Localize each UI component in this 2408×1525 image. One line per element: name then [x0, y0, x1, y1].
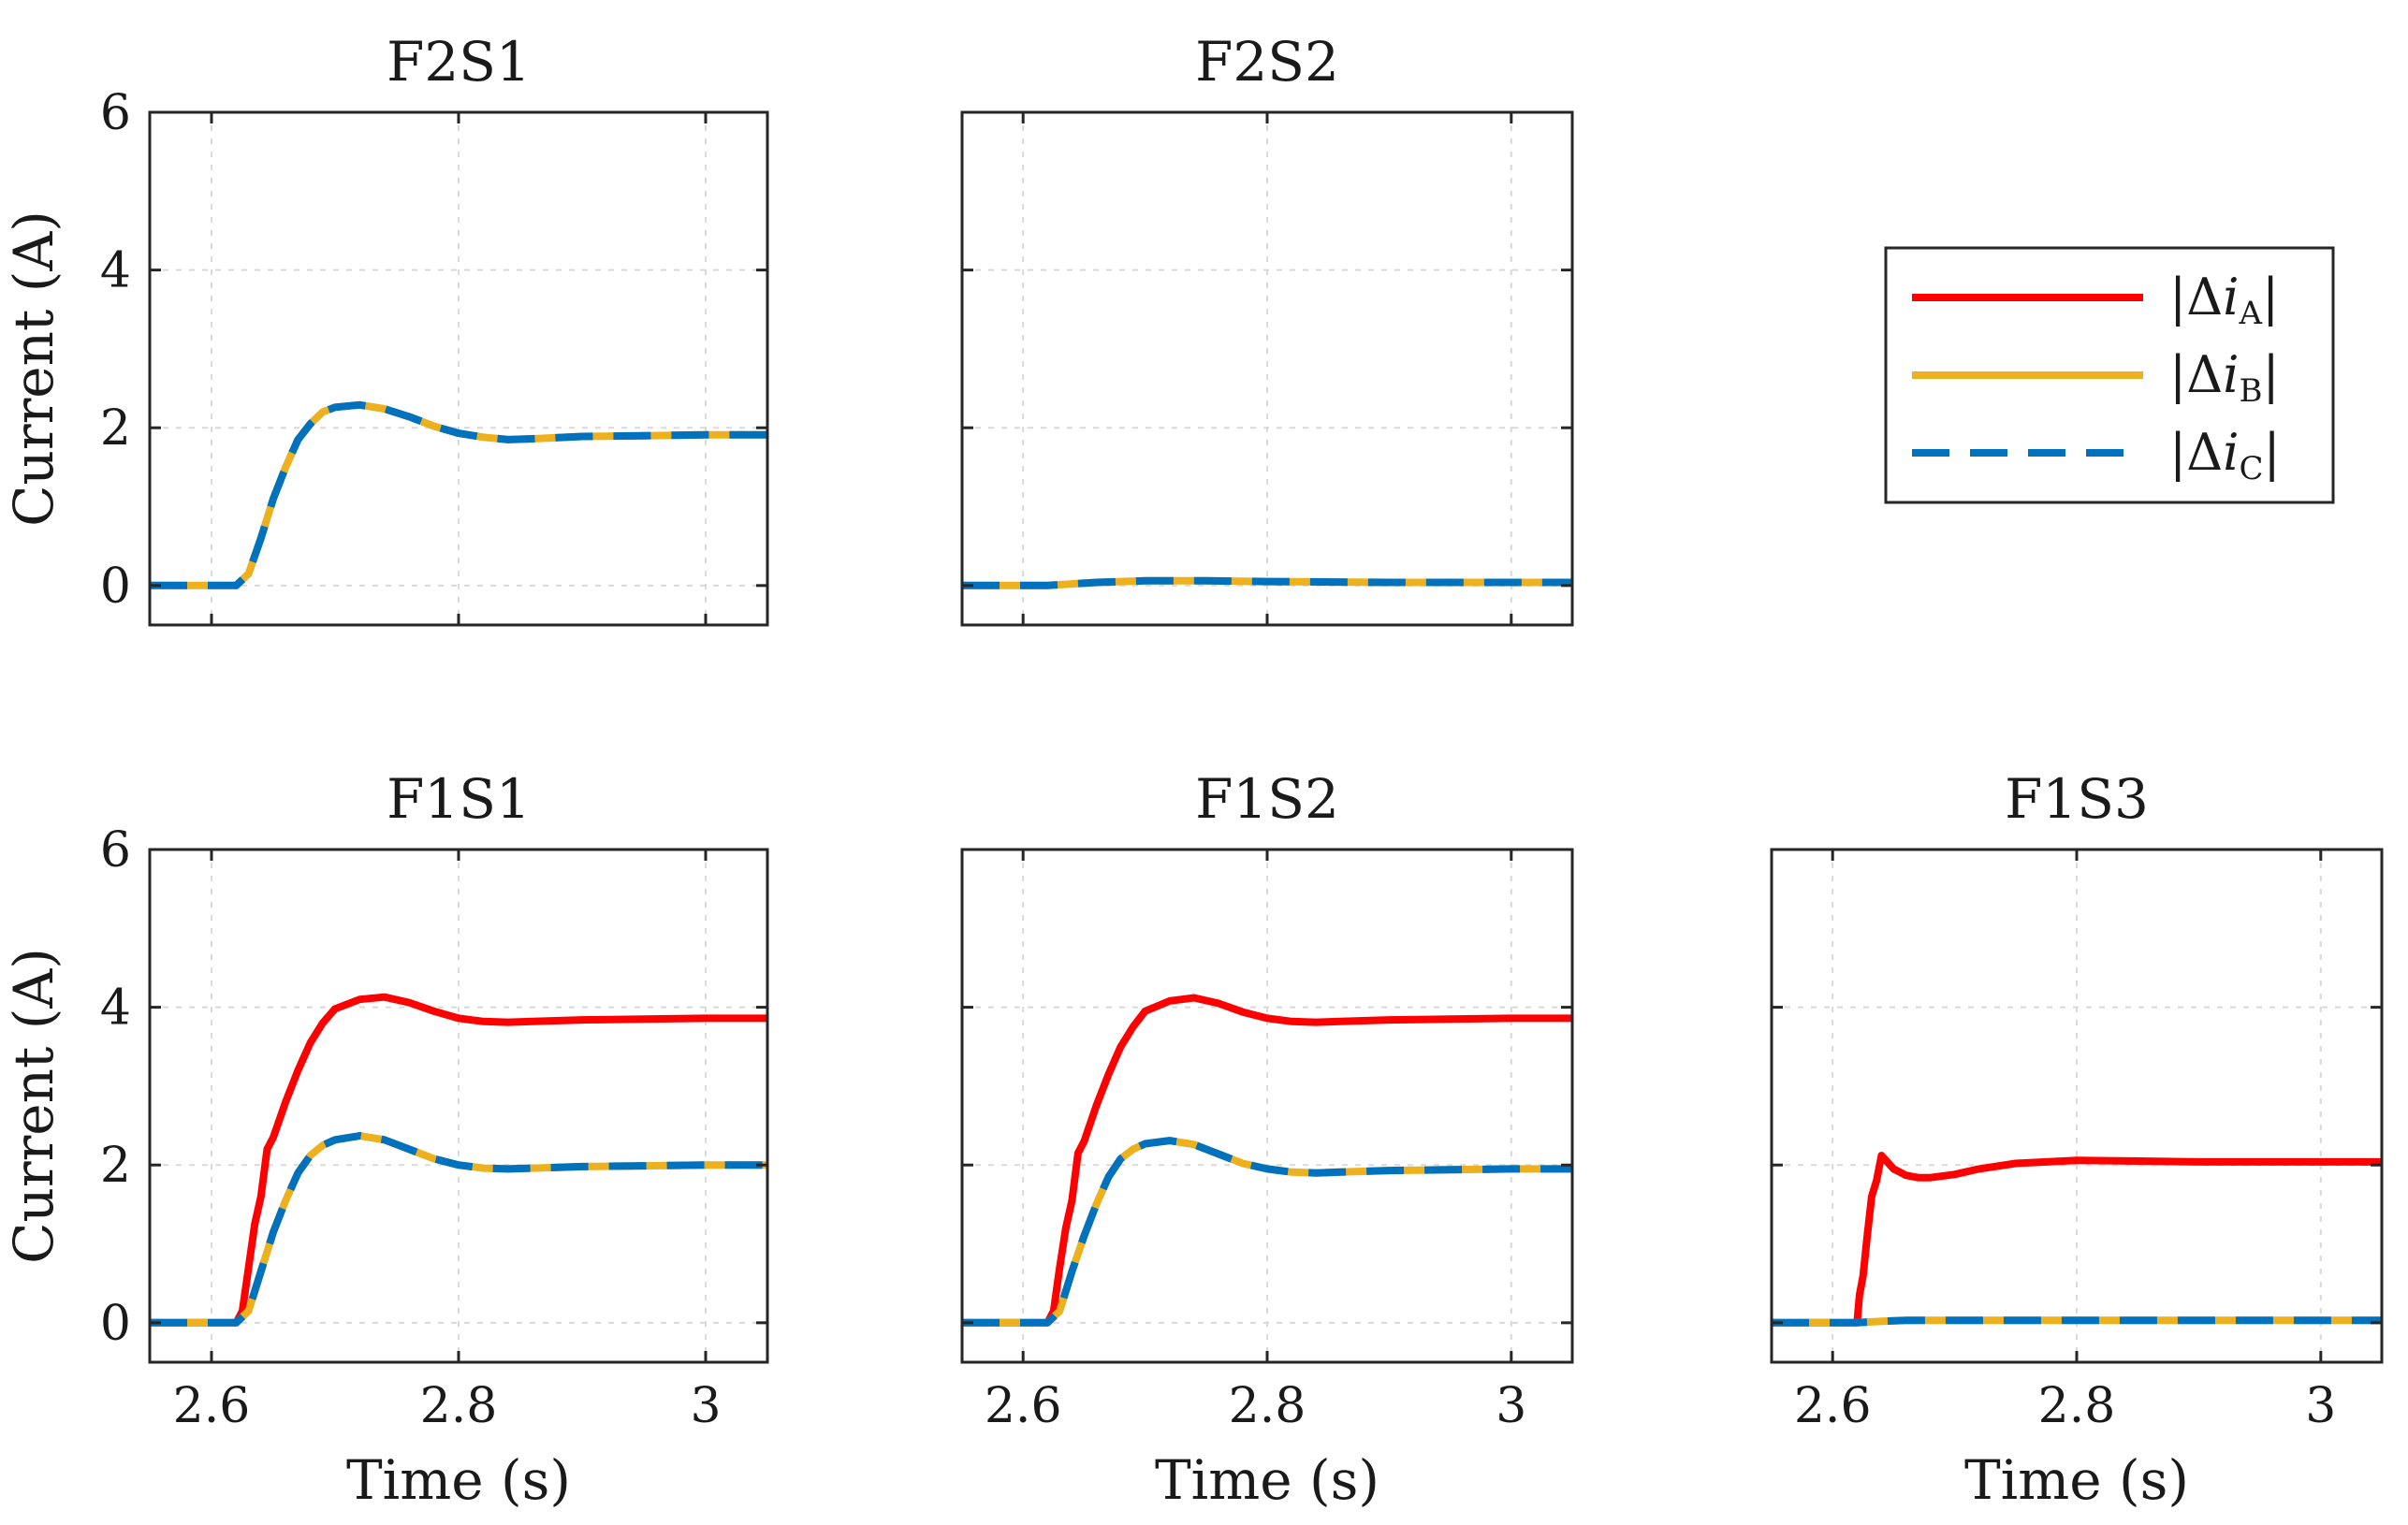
subplot-title: F1S3	[2005, 767, 2149, 831]
legend-label-b-prefix: |Δ	[2169, 345, 2223, 404]
x-axis-label: Time (s)	[346, 1448, 571, 1512]
x-tick-label-1: 2.8	[2038, 1378, 2116, 1434]
legend-label-c-sub: C	[2239, 450, 2263, 487]
x-tick-label-0: 2.6	[985, 1378, 1062, 1434]
subplot-title: F1S2	[1195, 767, 1339, 831]
legend-entry-b: |ΔiB|	[1912, 345, 2280, 410]
series-line-a	[962, 994, 1572, 1327]
legend-label-c-var: i	[2223, 423, 2239, 482]
y-tick-label-1: 2	[100, 1138, 131, 1194]
svg-text:|ΔiB|: |ΔiB|	[2169, 345, 2280, 410]
subplot-f2s1: 0 2 4 6 F2S1 Current (A)	[2, 30, 769, 627]
svg-text:|ΔiC|: |ΔiC|	[2169, 423, 2281, 487]
x-tick-label-0: 2.6	[173, 1378, 251, 1434]
subplot-f1s2: 2.6 2.8 3 F1S2 Time (s)	[960, 767, 1574, 1512]
subplot-f2s2: F2S2	[960, 30, 1574, 627]
y-tick-label-0: 0	[100, 1296, 131, 1352]
series-line-c	[1772, 1316, 2382, 1327]
series-line-a	[1772, 1152, 2382, 1327]
legend-entry-a: |ΔiA|	[1912, 268, 2279, 332]
y-tick-label-1: 2	[100, 400, 131, 457]
y-tick-label-3: 6	[100, 822, 131, 879]
x-axis-label: Time (s)	[1155, 1448, 1379, 1512]
subplot-title: F1S1	[387, 767, 531, 831]
subplot-title: F2S2	[1195, 30, 1339, 94]
y-tick-label-2: 4	[100, 243, 131, 299]
legend-label-b-var: i	[2223, 345, 2239, 404]
subplot-title: F2S1	[387, 30, 531, 94]
series-line-b	[962, 1137, 1572, 1327]
x-tick-label-2: 3	[1496, 1378, 1526, 1434]
y-axis-label: Current (A)	[2, 211, 66, 527]
subplot-f1s1: 2.6 2.8 3 0 2 4 6 F1S1 Time (s) Current (A)	[2, 767, 769, 1512]
legend: |ΔiA| |ΔiB| |ΔiC|	[1884, 246, 2335, 504]
legend-entry-c: |ΔiC|	[1912, 423, 2281, 487]
x-tick-label-2: 3	[2305, 1378, 2336, 1434]
legend-label-c-close: |	[2264, 423, 2281, 482]
x-axis-label: Time (s)	[1964, 1448, 2189, 1512]
series-line-c	[150, 400, 767, 589]
y-tick-label-3: 6	[100, 85, 131, 141]
y-tick-label-2: 4	[100, 980, 131, 1037]
x-tick-label-1: 2.8	[420, 1378, 498, 1434]
subplot-f1s3: 2.6 2.8 3 F1S3 Time (s)	[1770, 767, 2384, 1512]
y-tick-label-0: 0	[100, 559, 131, 615]
legend-label-b-close: |	[2262, 345, 2279, 404]
x-tick-label-2: 3	[690, 1378, 721, 1434]
legend-label-a-var: i	[2223, 268, 2239, 327]
series-line-c	[150, 1132, 767, 1327]
series-line-a	[150, 993, 767, 1327]
legend-label-a-prefix: |Δ	[2169, 268, 2223, 327]
x-tick-label-1: 2.8	[1229, 1378, 1306, 1434]
legend-label-a-close: |	[2262, 268, 2279, 327]
svg-text:|ΔiA|: |ΔiA|	[2169, 268, 2279, 332]
legend-label-c-prefix: |Δ	[2169, 423, 2223, 482]
series-line-c	[962, 576, 1572, 589]
x-tick-label-0: 2.6	[1794, 1378, 1872, 1434]
legend-label-b-sub: B	[2239, 372, 2262, 410]
legend-label-a-sub: A	[2238, 295, 2262, 332]
y-axis-label: Current (A)	[2, 948, 66, 1264]
